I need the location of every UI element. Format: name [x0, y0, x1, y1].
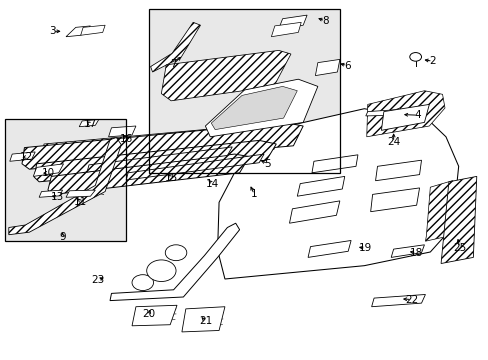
Polygon shape — [41, 130, 283, 169]
Polygon shape — [278, 15, 306, 29]
Polygon shape — [365, 108, 401, 116]
Bar — [5, 119, 126, 241]
Text: 12: 12 — [20, 152, 34, 162]
Text: 10: 10 — [41, 168, 54, 178]
Polygon shape — [289, 201, 339, 223]
Text: 22: 22 — [404, 294, 418, 305]
Circle shape — [132, 275, 153, 291]
Polygon shape — [315, 59, 339, 76]
Polygon shape — [217, 109, 458, 279]
Polygon shape — [10, 152, 35, 161]
Text: 23: 23 — [91, 275, 104, 285]
Polygon shape — [132, 305, 177, 326]
Polygon shape — [22, 122, 303, 169]
Text: 16: 16 — [119, 134, 133, 144]
Text: 1: 1 — [250, 189, 257, 199]
Bar — [149, 9, 339, 173]
Polygon shape — [425, 181, 459, 241]
Text: 7: 7 — [170, 59, 177, 69]
Text: 5: 5 — [264, 159, 271, 169]
Polygon shape — [161, 50, 290, 101]
Text: 13: 13 — [51, 192, 64, 202]
Polygon shape — [126, 154, 264, 180]
Text: 24: 24 — [386, 137, 400, 147]
Text: 19: 19 — [358, 243, 372, 253]
Polygon shape — [366, 91, 444, 137]
Polygon shape — [39, 190, 62, 197]
Polygon shape — [34, 140, 276, 182]
Text: 18: 18 — [409, 248, 423, 258]
Polygon shape — [150, 22, 200, 72]
Polygon shape — [271, 22, 301, 37]
Text: 15: 15 — [164, 173, 178, 183]
Text: 25: 25 — [452, 243, 466, 253]
Text: 8: 8 — [321, 16, 328, 26]
Text: 14: 14 — [205, 179, 219, 189]
Polygon shape — [41, 122, 283, 160]
Polygon shape — [81, 25, 105, 35]
Text: 6: 6 — [343, 60, 350, 71]
Polygon shape — [5, 119, 126, 241]
Polygon shape — [33, 164, 63, 176]
Polygon shape — [375, 160, 421, 181]
Text: 21: 21 — [198, 316, 212, 326]
Polygon shape — [48, 154, 249, 194]
Polygon shape — [205, 79, 317, 137]
Polygon shape — [66, 26, 90, 37]
Polygon shape — [149, 9, 339, 173]
Polygon shape — [108, 126, 136, 137]
Circle shape — [165, 245, 186, 261]
Polygon shape — [371, 294, 425, 307]
Polygon shape — [307, 240, 350, 257]
Polygon shape — [79, 120, 99, 127]
Text: 2: 2 — [428, 56, 435, 66]
Polygon shape — [370, 188, 419, 212]
Polygon shape — [110, 223, 239, 301]
Text: 3: 3 — [49, 26, 56, 36]
Circle shape — [409, 53, 421, 61]
Text: 17: 17 — [83, 119, 97, 129]
Polygon shape — [311, 155, 357, 173]
Text: 9: 9 — [59, 232, 66, 242]
Polygon shape — [182, 307, 224, 332]
Polygon shape — [211, 86, 297, 130]
Text: 20: 20 — [142, 309, 155, 319]
Polygon shape — [381, 104, 428, 130]
Polygon shape — [390, 245, 424, 257]
Polygon shape — [440, 176, 476, 264]
Polygon shape — [66, 190, 95, 197]
Polygon shape — [297, 176, 344, 196]
Polygon shape — [9, 138, 121, 235]
Polygon shape — [87, 147, 232, 172]
Circle shape — [146, 260, 176, 282]
Text: 11: 11 — [74, 197, 87, 207]
Text: 4: 4 — [414, 110, 421, 120]
